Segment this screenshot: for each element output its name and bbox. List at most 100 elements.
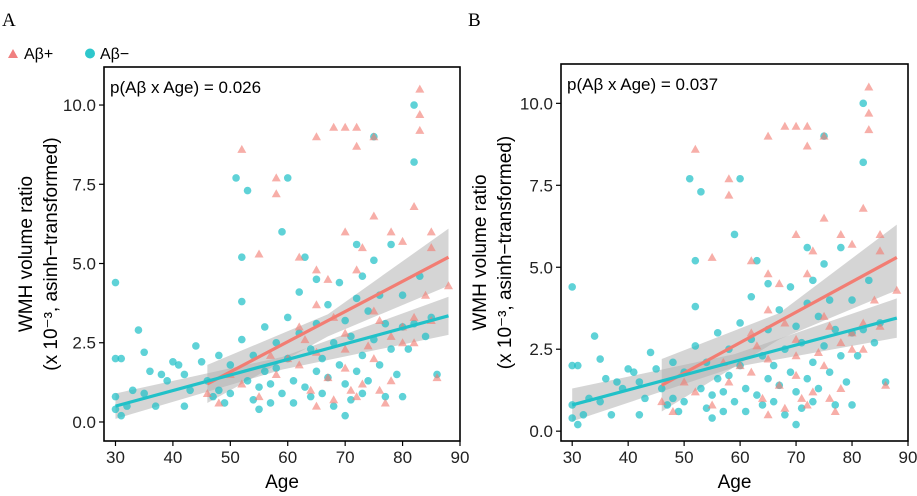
data-point-ab-pos — [864, 108, 874, 117]
y-axis-label-line2: (x 10⁻³, asinh−transformed) — [41, 137, 62, 370]
data-point-ab-neg — [713, 329, 722, 337]
data-point-ab-pos — [819, 311, 829, 320]
data-point-ab-neg — [842, 378, 851, 386]
data-point-ab-neg — [590, 332, 599, 340]
x-tick-label: 40 — [163, 448, 182, 467]
data-point-ab-pos — [707, 400, 717, 409]
data-point-ab-neg — [255, 383, 263, 391]
data-point-ab-neg — [341, 380, 349, 388]
x-axis-label: Age — [265, 472, 299, 493]
data-point-ab-neg — [730, 230, 739, 239]
confidence-band-ab-neg — [115, 296, 449, 419]
data-point-ab-pos — [668, 406, 678, 415]
data-point-ab-neg — [809, 397, 817, 406]
data-point-ab-neg — [352, 294, 361, 303]
confidence-band-ab-pos — [207, 228, 449, 403]
data-point-ab-neg — [691, 342, 700, 350]
data-point-ab-pos — [724, 174, 734, 183]
data-point-ab-neg — [238, 253, 246, 261]
data-point-ab-neg — [163, 376, 171, 385]
plot-frame — [103, 66, 461, 442]
data-point-ab-neg — [837, 243, 845, 252]
data-point-ab-neg — [674, 407, 683, 416]
data-point-ab-pos — [380, 398, 390, 407]
y-tick-label: 7.5 — [529, 176, 553, 195]
data-point-ab-neg — [573, 420, 582, 429]
data-point-ab-pos — [813, 347, 823, 356]
data-point-ab-pos — [836, 229, 846, 238]
data-point-ab-neg — [792, 420, 800, 429]
data-point-ab-pos — [858, 344, 868, 353]
data-point-ab-neg — [775, 306, 784, 314]
data-point-ab-pos — [369, 354, 379, 363]
p-value-annotation: p(Aβ x Age) = 0.026 — [110, 78, 261, 97]
data-point-ab-neg — [646, 348, 655, 357]
data-point-ab-neg — [306, 345, 315, 353]
data-point-ab-neg — [306, 392, 315, 401]
data-point-ab-neg — [792, 322, 800, 331]
data-point-ab-pos — [763, 269, 773, 278]
data-point-ab-neg — [736, 319, 744, 327]
x-tick-label: 90 — [451, 448, 470, 467]
data-point-ab-pos — [409, 338, 419, 347]
data-point-ab-neg — [117, 411, 126, 420]
data-point-ab-pos — [323, 373, 333, 382]
data-point-ab-pos — [369, 306, 379, 315]
data-point-ab-neg — [381, 392, 390, 401]
regression-line-ab-neg — [571, 316, 898, 407]
data-point-ab-neg — [347, 395, 355, 404]
data-point-ab-pos — [346, 385, 356, 394]
data-point-ab-neg — [663, 401, 672, 409]
regression-line-ab-pos — [206, 255, 450, 386]
y-tick-label: 7.5 — [72, 175, 96, 194]
data-point-ab-neg — [134, 326, 143, 334]
data-point-ab-pos — [323, 274, 333, 283]
data-point-ab-neg — [797, 404, 806, 413]
data-point-ab-neg — [691, 302, 700, 311]
data-point-ab-neg — [708, 414, 716, 422]
data-point-ab-pos — [311, 401, 321, 410]
data-point-ab-neg — [568, 361, 576, 370]
regression-line-ab-pos — [660, 256, 898, 387]
data-point-ab-neg — [398, 392, 407, 401]
data-point-ab-neg — [238, 335, 246, 344]
data-point-ab-neg — [301, 383, 309, 391]
data-point-ab-neg — [387, 345, 395, 353]
data-point-ab-pos — [271, 189, 281, 198]
data-point-ab-pos — [202, 388, 212, 397]
data-point-ab-pos — [875, 229, 885, 238]
y-tick-label: 0.0 — [72, 413, 96, 432]
x-tick-label: 80 — [393, 448, 412, 467]
y-tick-label: 5.0 — [72, 255, 96, 274]
data-point-ab-pos — [690, 144, 700, 153]
data-point-ab-pos — [763, 131, 773, 140]
data-point-ab-pos — [340, 122, 350, 131]
data-point-ab-pos — [657, 397, 667, 406]
data-point-ab-neg — [174, 361, 183, 369]
data-point-ab-pos — [780, 318, 790, 327]
y-tick-label: 2.5 — [529, 340, 553, 359]
data-point-ab-neg — [192, 342, 200, 350]
data-point-ab-pos — [306, 385, 316, 394]
data-point-ab-neg — [272, 338, 281, 347]
legend-label-ab-pos: Aβ+ — [24, 46, 53, 63]
data-point-ab-neg — [312, 367, 321, 376]
data-point-ab-pos — [763, 305, 773, 314]
plot-frame — [560, 63, 909, 442]
x-tick-label: 80 — [843, 448, 862, 467]
data-point-ab-neg — [708, 391, 716, 399]
data-point-ab-neg — [410, 158, 418, 166]
data-point-ab-pos — [724, 377, 734, 386]
data-point-ab-neg — [820, 260, 828, 268]
data-point-ab-neg — [266, 380, 275, 388]
legend: Aβ+ Aβ− — [8, 46, 129, 63]
data-point-ab-pos — [752, 341, 762, 350]
data-point-ab-pos — [352, 265, 362, 274]
data-point-ab-pos — [791, 121, 801, 130]
data-point-ab-pos — [707, 252, 717, 261]
y-tick-label: 10.0 — [520, 94, 553, 113]
x-tick-label: 30 — [563, 448, 582, 467]
data-point-ab-neg — [685, 174, 694, 183]
data-point-ab-neg — [278, 389, 286, 398]
data-point-ab-neg — [573, 361, 582, 370]
